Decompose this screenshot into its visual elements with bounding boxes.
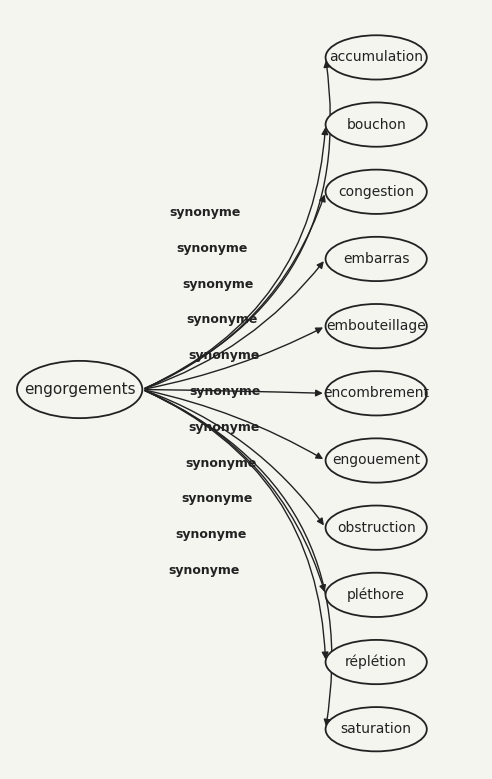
FancyArrowPatch shape: [145, 263, 323, 389]
Text: obstruction: obstruction: [337, 520, 416, 534]
Text: encombrement: encombrement: [323, 386, 429, 400]
Ellipse shape: [326, 506, 427, 550]
Text: synonyme: synonyme: [182, 492, 253, 506]
Text: synonyme: synonyme: [182, 277, 253, 291]
Ellipse shape: [326, 170, 427, 214]
FancyArrowPatch shape: [145, 390, 323, 524]
Text: accumulation: accumulation: [329, 51, 423, 65]
Text: saturation: saturation: [340, 722, 412, 736]
Ellipse shape: [326, 640, 427, 684]
FancyArrowPatch shape: [145, 390, 325, 590]
Ellipse shape: [326, 304, 427, 348]
Text: pléthore: pléthore: [347, 587, 405, 602]
Text: bouchon: bouchon: [346, 118, 406, 132]
Text: synonyme: synonyme: [168, 564, 240, 577]
Text: engouement: engouement: [332, 453, 420, 467]
Ellipse shape: [326, 439, 427, 483]
Ellipse shape: [326, 573, 427, 617]
Text: synonyme: synonyme: [188, 421, 260, 434]
FancyArrowPatch shape: [145, 390, 321, 396]
Ellipse shape: [326, 371, 427, 415]
Ellipse shape: [326, 103, 427, 146]
Text: synonyme: synonyme: [188, 349, 260, 362]
FancyArrowPatch shape: [145, 390, 322, 458]
Ellipse shape: [17, 361, 142, 418]
FancyArrowPatch shape: [145, 62, 330, 389]
Text: synonyme: synonyme: [176, 528, 247, 541]
Text: synonyme: synonyme: [189, 385, 260, 398]
FancyArrowPatch shape: [145, 196, 325, 389]
FancyArrowPatch shape: [145, 390, 328, 657]
Text: synonyme: synonyme: [177, 241, 248, 255]
Text: congestion: congestion: [338, 185, 414, 199]
Text: synonyme: synonyme: [185, 456, 257, 470]
Ellipse shape: [326, 237, 427, 281]
FancyArrowPatch shape: [145, 328, 322, 389]
Text: réplétion: réplétion: [345, 655, 407, 669]
Text: embouteillage: embouteillage: [326, 319, 426, 333]
FancyArrowPatch shape: [145, 390, 332, 725]
Ellipse shape: [326, 707, 427, 752]
Text: synonyme: synonyme: [186, 313, 257, 326]
FancyArrowPatch shape: [145, 129, 328, 389]
Text: synonyme: synonyme: [169, 206, 241, 219]
Text: embarras: embarras: [343, 252, 409, 266]
Ellipse shape: [326, 35, 427, 79]
Text: engorgements: engorgements: [24, 382, 135, 397]
